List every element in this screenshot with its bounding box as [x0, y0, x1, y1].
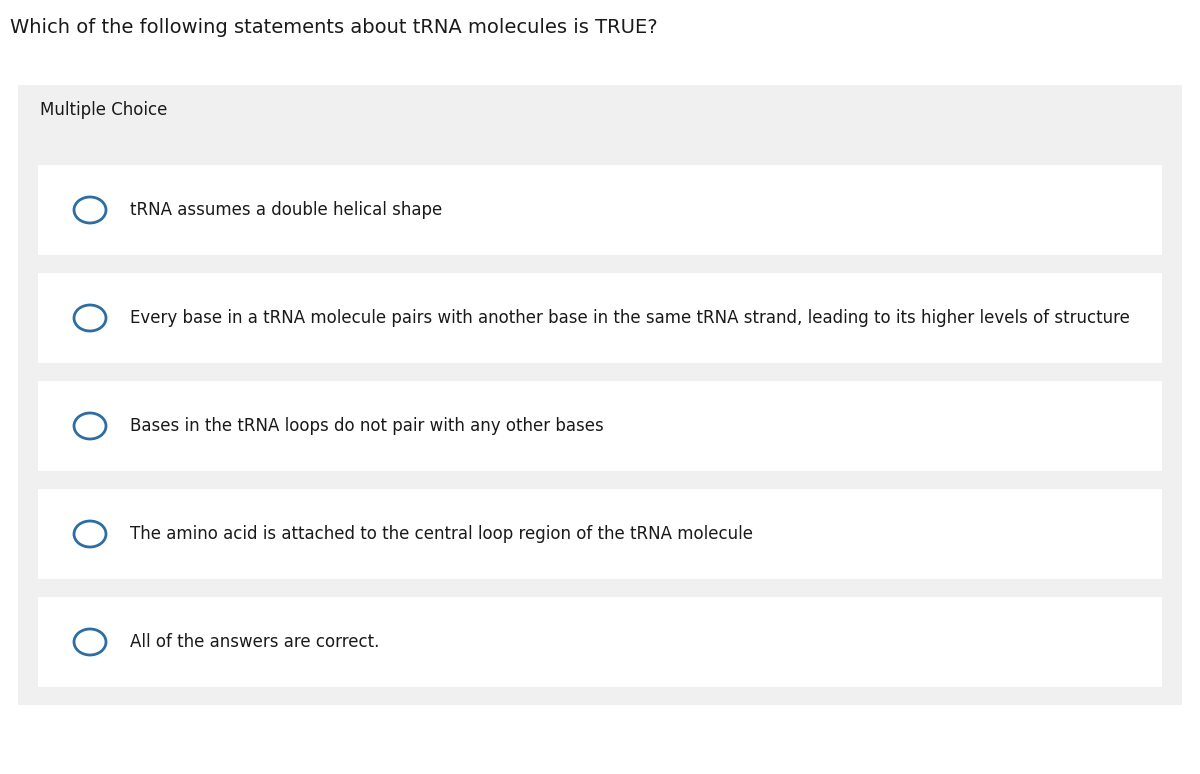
Ellipse shape [74, 521, 106, 547]
Ellipse shape [74, 413, 106, 439]
FancyBboxPatch shape [38, 597, 1162, 687]
Ellipse shape [74, 305, 106, 331]
Text: Multiple Choice: Multiple Choice [40, 101, 167, 119]
Text: All of the answers are correct.: All of the answers are correct. [130, 633, 379, 651]
FancyBboxPatch shape [38, 165, 1162, 255]
FancyBboxPatch shape [38, 489, 1162, 579]
Text: Bases in the tRNA loops do not pair with any other bases: Bases in the tRNA loops do not pair with… [130, 417, 604, 435]
Text: tRNA assumes a double helical shape: tRNA assumes a double helical shape [130, 201, 443, 219]
Ellipse shape [74, 197, 106, 223]
FancyBboxPatch shape [38, 273, 1162, 363]
FancyBboxPatch shape [38, 381, 1162, 471]
Ellipse shape [74, 629, 106, 655]
Text: Every base in a tRNA molecule pairs with another base in the same tRNA strand, l: Every base in a tRNA molecule pairs with… [130, 309, 1130, 327]
FancyBboxPatch shape [18, 85, 1182, 705]
Text: The amino acid is attached to the central loop region of the tRNA molecule: The amino acid is attached to the centra… [130, 525, 754, 543]
Text: Which of the following statements about tRNA molecules is TRUE?: Which of the following statements about … [10, 18, 658, 37]
